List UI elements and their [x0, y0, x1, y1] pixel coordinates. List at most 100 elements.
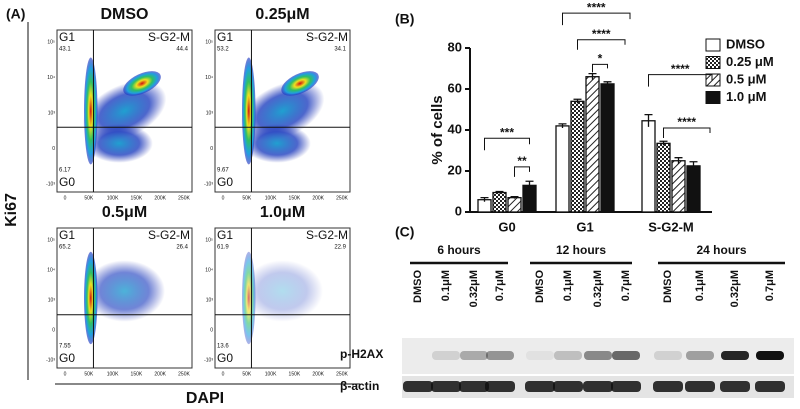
band [554, 351, 582, 360]
quadrant-label: G0 [59, 351, 75, 365]
y-tick-label: 10⁵ [205, 237, 213, 243]
error-bar [495, 190, 504, 194]
x-tick-label: S-G2-M [648, 219, 694, 234]
cell-cloud [243, 123, 311, 163]
x-tick-label: 100K [265, 195, 277, 201]
x-tick-label: 50K [242, 371, 252, 377]
y-tick-label: 40 [448, 121, 462, 136]
y-tick-label: 10⁵ [47, 237, 55, 243]
y-tick-label: 10³ [206, 110, 214, 116]
time-label: 24 hours [696, 243, 746, 257]
legend-swatch [705, 56, 721, 69]
quadrant-value: 65.2 [59, 245, 71, 251]
lane-label: DMSO [412, 270, 424, 303]
lane-label: DMSO [534, 270, 546, 303]
band [654, 351, 682, 360]
band [584, 351, 612, 360]
band [612, 351, 640, 360]
quadrant-value: 13.6 [217, 344, 229, 350]
band [755, 381, 785, 392]
quadrant-label: G0 [217, 351, 233, 365]
plot-title: 1.0μM [260, 204, 305, 221]
quadrant-value: 26.4 [176, 245, 188, 251]
bar [492, 191, 507, 213]
y-tick-label: 0 [210, 327, 213, 333]
x-tick-label: 250K [178, 371, 190, 377]
x-tick-label: 250K [336, 371, 348, 377]
y-tick-label: 20 [448, 162, 462, 177]
error-bar [480, 197, 489, 202]
y-tick-label: -10³ [204, 181, 213, 187]
quadrant-value: 34.1 [334, 47, 346, 53]
time-label: 12 hours [556, 243, 606, 257]
cell-cloud [82, 80, 167, 142]
y-axis-label: % of cells [429, 95, 446, 164]
x-tick-label: 150K [131, 371, 143, 377]
band [431, 381, 461, 392]
legend-swatch [705, 73, 721, 87]
quadrant-label: G1 [59, 30, 75, 44]
quadrant-label: G1 [59, 228, 75, 242]
legend-label: 0.5 μM [726, 71, 766, 86]
quadrant-label: S-G2-M [148, 30, 190, 44]
bar [600, 83, 615, 213]
significance-label: **** [592, 27, 611, 41]
bar [585, 76, 600, 213]
band [460, 351, 488, 360]
cell-cloud [85, 123, 153, 163]
y-tick-label: 10⁵ [205, 39, 213, 45]
y-tick-label: 0 [52, 146, 55, 152]
x-tick-label: 0 [64, 371, 67, 377]
panel-label: (A) [6, 6, 25, 22]
x-tick-label: 150K [131, 195, 143, 201]
cell-cloud [242, 251, 256, 345]
x-tick-label: 100K [107, 195, 119, 201]
quadrant-label: S-G2-M [148, 228, 190, 242]
x-tick-label: 150K [289, 371, 301, 377]
y-tick-label: -10³ [204, 357, 213, 363]
legend-label: 0.25 μM [726, 54, 774, 69]
error-bar [659, 140, 668, 146]
bar [656, 142, 671, 213]
cell-cloud [240, 80, 325, 142]
y-tick-label: 10⁵ [47, 39, 55, 45]
x-tick-label: 50K [84, 195, 94, 201]
cell-cloud [84, 260, 165, 322]
lane-label: 0.7μM [494, 270, 506, 301]
x-tick-label: 100K [107, 371, 119, 377]
significance-bracket [648, 74, 713, 87]
band [583, 381, 613, 392]
significance-bracket [514, 166, 530, 177]
x-axis-label: DAPI [186, 390, 224, 407]
error-bar [689, 161, 698, 170]
row-label: p-H2AX [340, 347, 383, 361]
x-tick-label: 200K [154, 195, 166, 201]
error-bar [603, 81, 612, 86]
significance-label: **** [587, 0, 606, 14]
significance-bracket [562, 12, 631, 26]
quadrant-value: 22.9 [334, 245, 346, 251]
time-label: 6 hours [437, 243, 481, 257]
lane-label: 0.32μM [468, 270, 480, 307]
significance-bracket [484, 137, 530, 151]
plot-title: 0.25μM [255, 6, 309, 23]
cell-cloud [84, 57, 98, 165]
quadrant-value: 53.2 [217, 47, 229, 53]
panel-label: (C) [395, 224, 414, 240]
significance-label: **** [677, 115, 696, 129]
error-bar [588, 72, 597, 80]
band [526, 351, 554, 360]
y-tick-label: 10⁴ [205, 75, 213, 81]
lane-label: DMSO [662, 270, 674, 303]
band [486, 351, 514, 360]
plot-title: DMSO [101, 6, 149, 23]
bar [570, 100, 585, 213]
y-tick-label: 10³ [48, 297, 56, 303]
y-tick-label: 0 [455, 203, 462, 218]
quadrant-label: G0 [217, 175, 233, 189]
band [553, 381, 583, 392]
cell-cloud [84, 251, 98, 345]
x-tick-label: 100K [265, 371, 277, 377]
band [432, 351, 460, 360]
bar [555, 125, 570, 213]
